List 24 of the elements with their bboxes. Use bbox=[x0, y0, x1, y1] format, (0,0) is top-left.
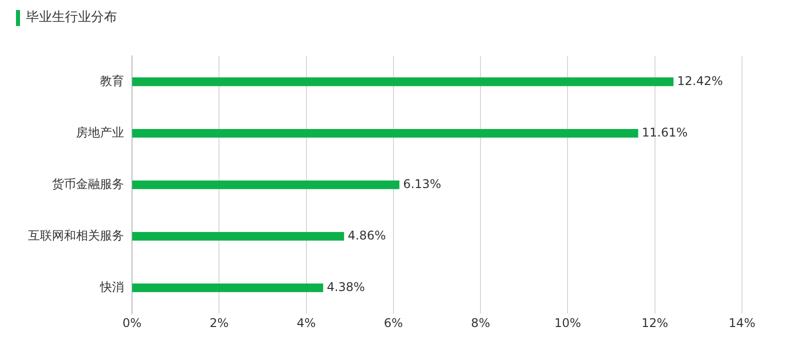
data-label: 4.38% bbox=[326, 280, 365, 294]
y-tick-label: 快消 bbox=[99, 280, 124, 294]
y-tick-label: 教育 bbox=[100, 74, 124, 88]
chart-title: 毕业生行业分布 bbox=[26, 9, 117, 27]
x-tick-label: 6% bbox=[384, 316, 403, 330]
x-tick-label: 0% bbox=[122, 316, 142, 330]
x-tick-label: 12% bbox=[642, 316, 668, 330]
x-tick-label: 14% bbox=[728, 316, 756, 330]
data-label: 12.42% bbox=[677, 74, 723, 88]
bar bbox=[132, 180, 400, 190]
y-tick-label: 互联网和相关服务 bbox=[28, 228, 124, 242]
bar bbox=[132, 128, 638, 138]
y-tick-label: 货币金融服务 bbox=[52, 176, 124, 191]
x-tick-label: 10% bbox=[554, 316, 582, 330]
bar bbox=[132, 232, 344, 241]
x-tick-label: 4% bbox=[296, 316, 316, 330]
y-tick-label: 房地产业 bbox=[76, 125, 124, 140]
bar bbox=[132, 77, 674, 86]
data-label: 6.13% bbox=[403, 176, 442, 191]
x-tick-label: 8% bbox=[471, 316, 490, 330]
data-label: 11.61% bbox=[642, 125, 688, 140]
x-tick-label: 2% bbox=[210, 316, 229, 330]
bar bbox=[132, 284, 324, 292]
data-label: 4.86% bbox=[348, 228, 386, 242]
